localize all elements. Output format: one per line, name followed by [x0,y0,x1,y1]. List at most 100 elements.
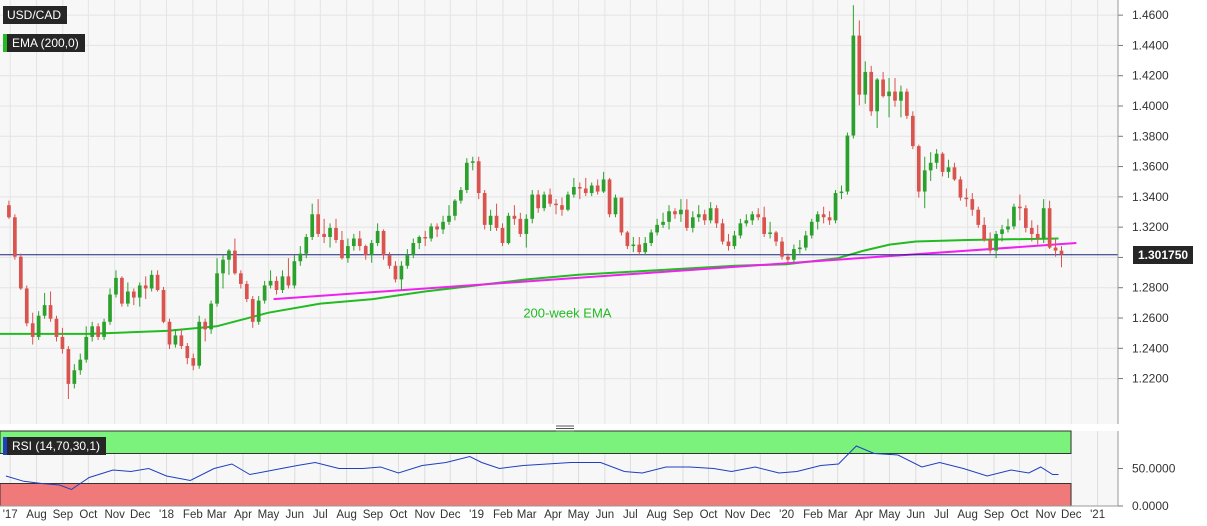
candle-body [262,285,267,301]
candle-body [982,224,987,241]
candle-body [250,299,255,322]
candle-body [1018,206,1022,209]
candle-body [1035,233,1040,239]
candle-down [964,188,969,207]
candle-body [696,214,701,218]
candle-body [655,224,659,233]
candle-body [964,197,969,200]
candle-down [30,312,35,345]
candle-up [649,229,654,247]
candle-body [18,256,23,289]
time-tick-label: May [568,509,590,521]
candle-body [815,214,820,222]
time-tick-label: Dec [1061,509,1082,521]
candle-body [685,209,689,228]
candle-down [982,217,987,242]
candle-body [887,91,891,97]
candle-body [423,236,428,239]
time-tick-label: Sep [53,509,73,521]
candle-up [572,177,576,198]
support-trendline[interactable] [273,242,1077,301]
candle-down [714,205,719,228]
candle-up [351,233,356,251]
candle-body [459,190,463,201]
candle-down [512,205,517,225]
candle-down [577,182,582,200]
candle-body [7,205,11,218]
candle-up [405,249,410,269]
candle-body [173,335,178,345]
candle-body [976,209,981,225]
ema-color-swatch [3,34,7,52]
candle-body [137,285,142,298]
candle-up [899,85,903,118]
candle-down [976,206,981,228]
candle-body [161,289,166,322]
candle-body [566,194,570,210]
candle-down [233,238,237,275]
candle-down [48,291,53,322]
time-tick-label: Jun [286,509,305,521]
candle-body [54,318,59,337]
candle-body [530,194,535,219]
candle-body [994,233,998,251]
candle-up [90,321,95,342]
price-tick-label: 1.3600 [1132,160,1169,174]
rsi-indicator-tag[interactable]: RSI (14,70,30,1) [3,437,107,455]
candle-up [453,199,457,221]
candle-body [583,188,588,194]
candle-body [899,91,903,101]
candle-up [863,61,868,104]
candle-body [560,205,564,210]
candle-body [387,255,392,266]
price-tick-label: 1.4600 [1132,8,1169,22]
candle-body [84,336,89,360]
candle-body [756,214,761,218]
time-tick-label: Jul [623,509,638,521]
time-tick-label: Oct [700,509,719,521]
ema-line [0,237,1059,335]
candle-body [934,153,939,163]
time-tick-label: Jul [313,509,328,521]
candle-up [256,296,261,325]
candle-body [673,211,677,215]
candle-body [203,321,208,330]
candle-body [30,323,35,337]
candle-down [910,111,915,150]
candle-down [250,296,255,328]
time-tick-label: Oct [79,509,98,521]
price-tick-label: 1.2800 [1132,281,1169,295]
candle-up [328,223,332,248]
rsi-oversold-zone [0,483,1072,507]
price-tick-label: 1.4000 [1132,99,1169,113]
panel-splitter[interactable] [556,425,574,432]
candle-up [209,300,213,334]
candle-body [548,194,552,204]
candle-up [488,209,493,231]
candle-down [583,177,588,197]
instrument-tag[interactable]: USD/CAD [3,6,68,24]
candle-down [393,261,398,283]
candle-up [429,223,433,242]
candle-up [399,261,404,290]
time-tick-label: Mar [517,509,537,521]
candle-up [506,212,511,245]
candle-body [827,217,832,221]
candle-body [869,71,874,112]
candle-up [601,171,606,194]
candle-up [108,288,112,325]
ema-indicator-tag[interactable]: EMA (200,0) [3,34,85,52]
time-tick-label: Dec [750,509,771,521]
candle-body [476,161,481,194]
candle-body [738,223,743,236]
candle-down [66,346,71,400]
candle-body [613,197,618,215]
candle-body [429,226,433,239]
candle-down [554,199,558,215]
candle-up [464,158,469,194]
candle-body [845,135,850,192]
candle-up [78,353,83,375]
instrument-label: USD/CAD [7,8,62,22]
candle-body [821,214,826,218]
time-tick-label: '20 [779,509,794,521]
